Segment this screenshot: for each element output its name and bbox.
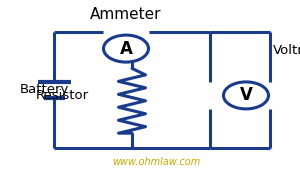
Text: Voltmeter: Voltmeter [273,44,300,57]
Circle shape [103,35,148,62]
Circle shape [224,82,268,109]
Text: Battery: Battery [20,84,69,96]
Text: V: V [240,86,252,104]
Text: Ammeter: Ammeter [90,7,162,22]
Text: www.ohmlaw.com: www.ohmlaw.com [112,157,200,167]
Text: Resistor: Resistor [35,89,88,102]
Text: A: A [120,40,132,58]
